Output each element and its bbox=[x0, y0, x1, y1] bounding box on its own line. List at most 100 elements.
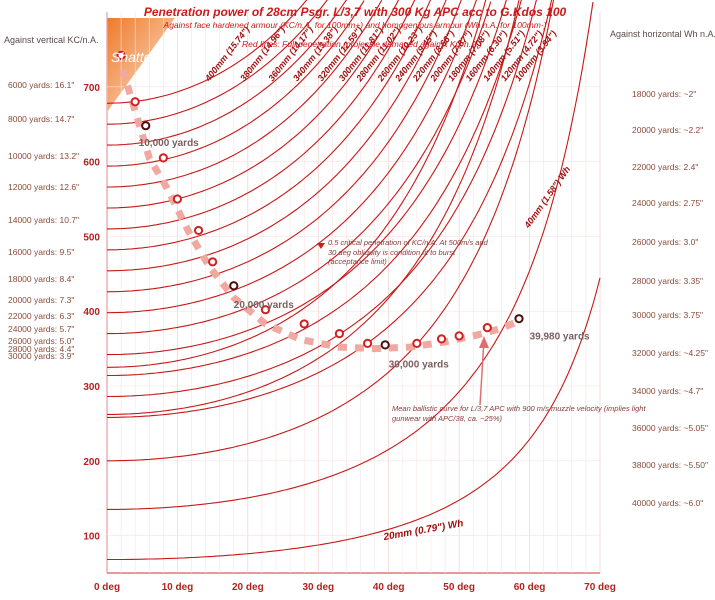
kc-curve bbox=[106, 0, 432, 251]
annotation-half-penetration: 0.5 critical penetration of KC/n.A. At 5… bbox=[328, 238, 488, 266]
left-table-row: 14000 yards: 10.7" bbox=[8, 215, 79, 225]
right-table-row: 26000 yards: 3.0" bbox=[632, 237, 698, 247]
kc-curve bbox=[107, 0, 478, 314]
y-tick-label: 100 bbox=[83, 532, 100, 543]
right-table: 18000 yards: ~2" 20000 yards: ~2.2" 22000 … bbox=[632, 89, 708, 508]
impact-point bbox=[172, 194, 183, 204]
y-tick-label: 600 bbox=[83, 158, 100, 169]
kc-curve bbox=[107, 0, 328, 125]
penetration-curves bbox=[106, 0, 601, 561]
right-table-row: 32000 yards: ~4.25" bbox=[632, 348, 708, 358]
shatter-zone bbox=[107, 18, 175, 112]
y-tick-label: 400 bbox=[83, 307, 100, 318]
kc-curve bbox=[107, 0, 416, 230]
x-tick-label: 60 deg bbox=[514, 582, 546, 593]
left-table-row: 22000 yards: 6.3" bbox=[8, 311, 74, 321]
wh-curve bbox=[107, 277, 601, 561]
range-label: 20,000 yards bbox=[234, 300, 294, 311]
impact-point bbox=[208, 257, 218, 267]
impact-point bbox=[116, 50, 126, 60]
right-table-row: 40000 yards: ~6.0" bbox=[632, 498, 703, 508]
wh-curve bbox=[107, 0, 487, 368]
left-table: 6000 yards: 16.1" 8000 yards: 14.7" 10000 … bbox=[8, 80, 79, 361]
y-tick-label: 300 bbox=[83, 382, 100, 393]
y-tick-labels: 100 200 300 400 500 600 700 bbox=[83, 83, 100, 543]
impact-point bbox=[482, 323, 492, 333]
left-table-row: 28000 yards: 4.4" bbox=[8, 344, 74, 354]
impact-point bbox=[454, 331, 464, 341]
left-table-row: 20000 yards: 7.3" bbox=[8, 295, 74, 305]
left-table-header: Against vertical KC/n.A. bbox=[4, 35, 99, 45]
range-label: 39,980 yards bbox=[530, 332, 590, 343]
right-table-row: 30000 yards: 3.75" bbox=[632, 310, 703, 320]
y-tick-label: 700 bbox=[83, 83, 100, 94]
y-tick-label: 200 bbox=[83, 457, 100, 468]
impact-point bbox=[158, 153, 168, 163]
right-table-row: 34000 yards: ~4.7" bbox=[632, 386, 703, 396]
x-tick-label: 10 deg bbox=[162, 582, 194, 593]
chart-title: Penetration power of 28cm Psgr. L/3,7 wi… bbox=[144, 5, 567, 19]
annotation-mean-box: Mean ballistic curve for L/3,7 APC with … bbox=[392, 404, 646, 423]
kc-curve bbox=[107, 0, 400, 209]
kc-curve bbox=[106, 0, 308, 104]
impact-point bbox=[436, 334, 447, 344]
wh-curve bbox=[107, 1, 594, 510]
kc-curve bbox=[107, 0, 447, 272]
annotation-arrow-shaft bbox=[479, 339, 485, 406]
y-tick-label: 500 bbox=[83, 232, 100, 243]
red-lines-note: Red lines: Full penetration (projectile … bbox=[242, 39, 482, 49]
impact-points bbox=[116, 50, 524, 350]
impact-point bbox=[260, 305, 271, 315]
impact-point bbox=[514, 314, 524, 324]
kc-curve bbox=[107, 0, 553, 418]
impact-point bbox=[334, 329, 345, 339]
wh-curve bbox=[107, 0, 555, 462]
right-table-row: 28000 yards: 3.35" bbox=[632, 276, 703, 286]
range-label: 10,000 yards bbox=[139, 138, 199, 149]
x-tick-label: 30 deg bbox=[302, 582, 334, 593]
x-tick-labels: 0 deg 10 deg 20 deg 30 deg 40 deg 50 deg 60 de… bbox=[94, 582, 616, 593]
wh-curve bbox=[107, 0, 520, 415]
impact-point bbox=[193, 225, 204, 236]
right-table-row: 24000 yards: 2.75" bbox=[632, 198, 703, 208]
annotation-marker bbox=[317, 243, 325, 249]
impact-point bbox=[229, 281, 239, 291]
right-table-row: 36000 yards: ~5.05" bbox=[632, 423, 708, 433]
impact-point bbox=[141, 121, 151, 131]
x-tick-label: 0 deg bbox=[94, 582, 120, 593]
chart-subtitle: Against face hardened armour (KC/n.A. fo… bbox=[163, 20, 547, 30]
x-tick-label: 20 deg bbox=[232, 582, 264, 593]
left-table-row: 26000 yards: 5.0" bbox=[8, 336, 74, 346]
right-table-row: 18000 yards: ~2" bbox=[632, 89, 696, 99]
wh-curve-label: 20mm (0.79") Wh bbox=[382, 518, 465, 543]
impact-point bbox=[362, 338, 373, 348]
kc-curve bbox=[107, 1, 492, 335]
kc-curve bbox=[107, 0, 522, 377]
left-table-row: 8000 yards: 14.7" bbox=[8, 114, 74, 124]
x-tick-label: 70 deg bbox=[584, 582, 616, 593]
left-table-row: 18000 yards: 8.4" bbox=[8, 274, 74, 284]
range-labels: 10,000 yards 20,000 yards 30,000 yards 39,9… bbox=[139, 138, 590, 370]
annotation-arrow-head bbox=[479, 336, 489, 348]
shatter-label: Shatter? bbox=[111, 49, 164, 65]
left-table-row: 30000 yards: 3.9" bbox=[8, 351, 74, 361]
left-table-row: 16000 yards: 9.5" bbox=[8, 247, 74, 257]
left-table-row: 12000 yards: 12.6" bbox=[8, 182, 79, 192]
right-table-row: 20000 yards: ~2.2" bbox=[632, 125, 703, 135]
right-table-row: 22000 yards: 2.4" bbox=[632, 162, 698, 172]
x-tick-label: 40 deg bbox=[373, 582, 405, 593]
annotation-half-box: 0.5 critical penetration of KC/n.A. At 5… bbox=[328, 238, 488, 266]
left-table-row: 24000 yards: 5.7" bbox=[8, 324, 74, 334]
right-table-row: 38000 yards: ~5.50" bbox=[632, 460, 708, 470]
x-tick-label: 50 deg bbox=[443, 582, 475, 593]
impact-point bbox=[299, 319, 309, 329]
impact-point bbox=[412, 338, 422, 348]
kc-curve bbox=[106, 0, 462, 293]
gridlines bbox=[106, 12, 601, 573]
right-table-header: Against horizontal Wh n.A. bbox=[610, 29, 715, 39]
impact-point bbox=[130, 97, 140, 107]
annotation-mean-curve: Mean ballistic curve for L/3,7 APC with … bbox=[392, 404, 646, 423]
left-table-row: 6000 yards: 16.1" bbox=[8, 80, 74, 90]
